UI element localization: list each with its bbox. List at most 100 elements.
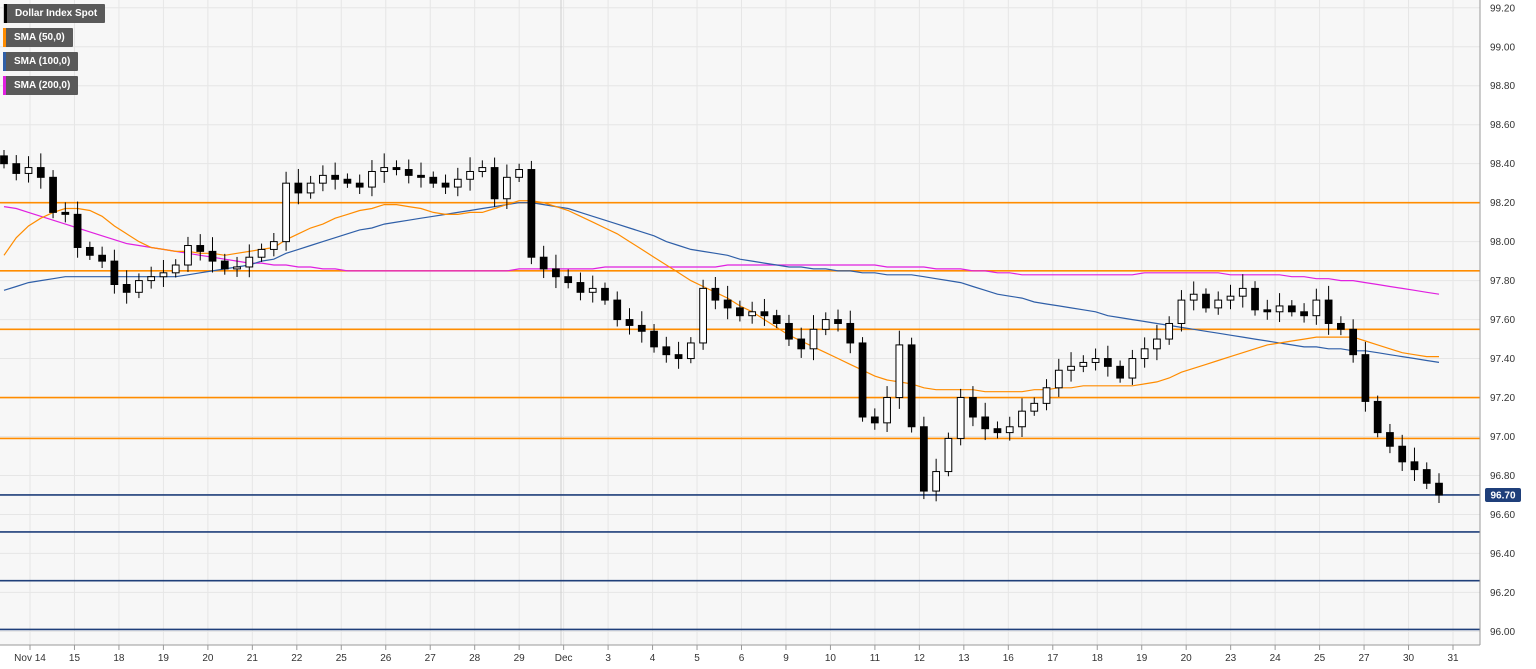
candle-body [944, 437, 953, 473]
x-tick-label: 25 [336, 653, 348, 664]
y-tick-label: 96.20 [1490, 588, 1515, 599]
legend-item-sma-100[interactable]: SMA (100,0) [3, 52, 79, 71]
candle-body [1042, 387, 1051, 404]
candle-body [294, 182, 303, 194]
candle-body [1005, 426, 1014, 434]
y-tick-label: 98.40 [1490, 159, 1515, 170]
x-tick-label: 10 [825, 653, 837, 664]
candle-body [895, 344, 904, 399]
x-tick-label: 9 [783, 653, 789, 664]
candle-body [711, 287, 720, 301]
candle-body [1079, 361, 1088, 367]
candle-body [969, 397, 977, 418]
y-tick-label: 96.60 [1490, 510, 1515, 521]
candle-body [404, 169, 413, 176]
y-tick-label: 97.00 [1490, 432, 1515, 443]
candle-body [870, 416, 879, 424]
candle-body [1349, 328, 1358, 356]
candle-body [809, 328, 818, 350]
candle-body [736, 307, 744, 317]
candle-body [834, 319, 842, 324]
legend-swatch-sma-200 [3, 76, 6, 95]
horizontal-levels [0, 201, 1480, 631]
x-tick-label: 13 [958, 653, 970, 664]
candle-body [686, 342, 695, 360]
sma-50-line [3, 200, 1439, 393]
candle-body [282, 182, 290, 243]
y-tick-label: 98.00 [1490, 237, 1515, 248]
candle-body [98, 254, 106, 262]
legend-label-sma-50: SMA (50,0) [14, 32, 65, 43]
moving-averages [3, 200, 1440, 393]
candle-body [1300, 311, 1308, 317]
candle-body [1361, 354, 1370, 402]
candle-body [233, 266, 241, 270]
candle-body [772, 315, 781, 324]
candle-body [0, 155, 8, 165]
y-tick-label: 98.60 [1490, 120, 1515, 131]
candle-body [245, 256, 254, 268]
candle-body [208, 250, 217, 262]
candle-body [858, 342, 867, 418]
candle-body [797, 338, 806, 350]
y-tick-label: 97.60 [1490, 315, 1515, 326]
legend-item-sma-50[interactable]: SMA (50,0) [3, 28, 73, 47]
candle-body [1275, 305, 1284, 313]
legend-item-price[interactable]: Dollar Index Spot [3, 4, 106, 23]
candle-body [919, 426, 928, 492]
candle-body [184, 245, 192, 266]
candle-body [1337, 322, 1345, 330]
candle-body [36, 167, 45, 178]
candle-body [1324, 299, 1333, 324]
legend-label-sma-200: SMA (200,0) [14, 80, 71, 91]
candle-body [196, 245, 205, 252]
candle-body [1238, 287, 1247, 297]
candle-body [699, 287, 707, 344]
candle-body [846, 322, 855, 344]
candle-body [135, 280, 143, 293]
candle-body [625, 319, 634, 326]
candle-body [147, 276, 156, 282]
candle-body [1287, 305, 1296, 313]
candle-body [515, 169, 524, 178]
candle-body [932, 471, 941, 492]
candle-body [380, 167, 389, 172]
x-tick-label: 20 [1181, 653, 1193, 664]
candle-body [981, 416, 990, 430]
candle-body [171, 264, 180, 274]
candle-body [993, 428, 1002, 434]
candle-body [61, 211, 70, 215]
candle-body [760, 311, 769, 317]
price-tag-background [1485, 487, 1521, 502]
legend-item-sma-200[interactable]: SMA (200,0) [3, 76, 79, 95]
candle-body [1373, 400, 1382, 434]
candle-body [1054, 369, 1063, 389]
legend-swatch-sma-100 [3, 52, 6, 71]
x-tick-label: 5 [694, 653, 700, 664]
y-tick-label: 99.20 [1490, 3, 1515, 14]
x-tick-label: 31 [1447, 653, 1459, 664]
candle-body [490, 167, 499, 200]
plot-background [0, 0, 1480, 645]
candle-body [343, 178, 352, 184]
y-tick-label: 96.40 [1490, 549, 1515, 560]
candle-body [49, 176, 57, 213]
legend-swatch-price [3, 4, 7, 23]
candle-body [257, 248, 266, 258]
candle-body [601, 287, 609, 301]
candle-body [1153, 338, 1161, 350]
candle-body [1398, 445, 1407, 463]
candle-body [73, 213, 82, 248]
candle-body [110, 260, 119, 286]
candle-body [478, 167, 487, 172]
candle-body [539, 256, 548, 270]
candle-body [220, 260, 229, 270]
candle-body [429, 176, 438, 184]
candle-body [122, 284, 131, 293]
candle-body [269, 241, 278, 250]
x-axis-ticks: Nov 14 15 18 19 20 21 22 25 26 27 28 29 Dec 3 4 5 6 9 10 11… [14, 645, 1459, 664]
chart-legend: Dollar Index Spot SMA (50,0) SMA (100,0)… [3, 4, 106, 95]
y-tick-label: 96.80 [1490, 471, 1515, 482]
candle-body [674, 354, 683, 360]
